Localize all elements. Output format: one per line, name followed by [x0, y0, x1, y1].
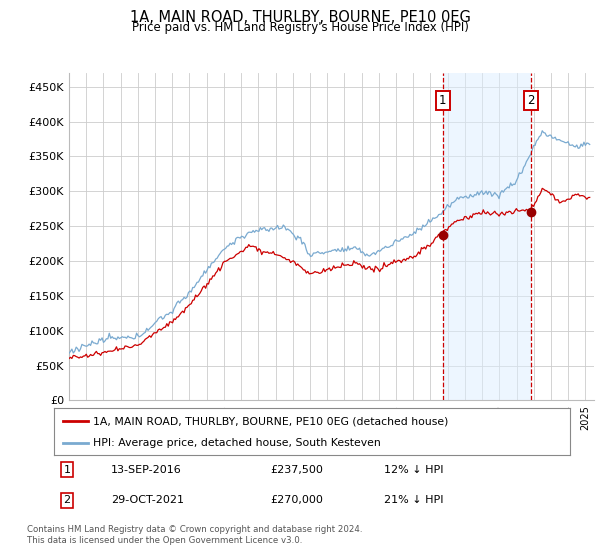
Text: 13-SEP-2016: 13-SEP-2016: [111, 465, 182, 474]
Text: HPI: Average price, detached house, South Kesteven: HPI: Average price, detached house, Sout…: [92, 438, 380, 448]
Text: 12% ↓ HPI: 12% ↓ HPI: [384, 465, 444, 474]
Text: £270,000: £270,000: [271, 496, 323, 505]
Text: Price paid vs. HM Land Registry's House Price Index (HPI): Price paid vs. HM Land Registry's House …: [131, 21, 469, 34]
Text: £237,500: £237,500: [271, 465, 323, 474]
Text: 1: 1: [64, 465, 70, 474]
Bar: [443, 73, 531, 400]
Text: Contains HM Land Registry data © Crown copyright and database right 2024.
This d: Contains HM Land Registry data © Crown c…: [27, 525, 362, 545]
Text: 1A, MAIN ROAD, THURLBY, BOURNE, PE10 0EG: 1A, MAIN ROAD, THURLBY, BOURNE, PE10 0EG: [130, 10, 470, 25]
Text: 29-OCT-2021: 29-OCT-2021: [111, 496, 184, 505]
Text: 1A, MAIN ROAD, THURLBY, BOURNE, PE10 0EG (detached house): 1A, MAIN ROAD, THURLBY, BOURNE, PE10 0EG…: [92, 416, 448, 426]
Text: 21% ↓ HPI: 21% ↓ HPI: [384, 496, 444, 505]
Text: 2: 2: [527, 94, 535, 107]
Text: 1: 1: [439, 94, 446, 107]
Text: 2: 2: [64, 496, 70, 505]
